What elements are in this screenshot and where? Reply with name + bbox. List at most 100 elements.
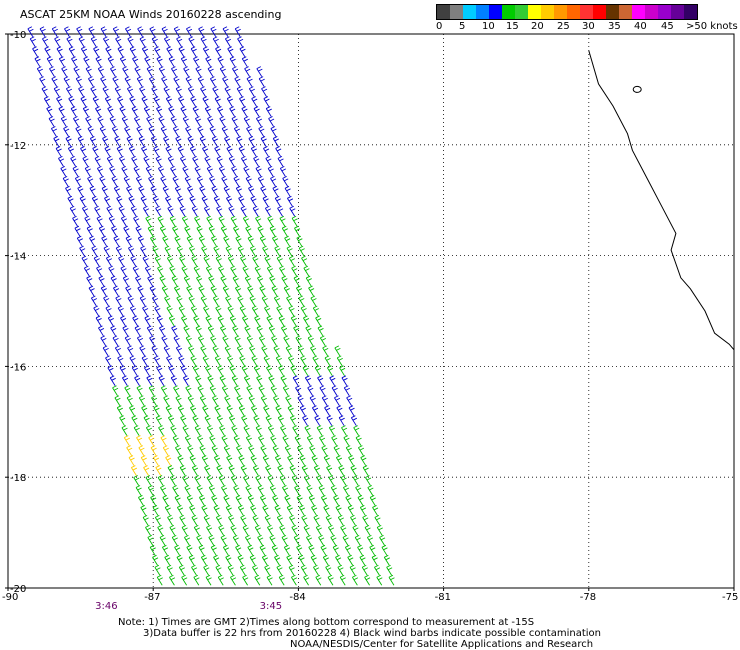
- wind-barb: [94, 205, 101, 217]
- wind-barb: [140, 455, 147, 466]
- wind-barb: [147, 275, 154, 287]
- wind-barb: [156, 574, 163, 586]
- wind-barb: [95, 315, 102, 327]
- wind-barb: [134, 66, 141, 77]
- wind-barb: [281, 225, 288, 237]
- wind-barb: [266, 574, 273, 586]
- wind-barb: [255, 165, 262, 177]
- wind-barb: [245, 175, 252, 187]
- wind-barb: [237, 295, 244, 307]
- wind-barb: [221, 175, 228, 187]
- wind-barb: [288, 355, 295, 367]
- wind-barb: [197, 385, 204, 397]
- wind-barb: [142, 205, 150, 217]
- wind-barb: [235, 544, 242, 556]
- wind-barb: [245, 435, 252, 446]
- wind-barb: [131, 106, 138, 117]
- wind-barb: [175, 86, 182, 97]
- wind-barb: [330, 485, 337, 496]
- wind-barb: [176, 245, 183, 257]
- wind-barb: [150, 235, 157, 247]
- wind-barb: [115, 295, 122, 307]
- wind-barb: [156, 365, 163, 377]
- wind-barb: [249, 295, 256, 307]
- wind-barb: [80, 96, 87, 107]
- wind-barb: [252, 465, 260, 476]
- wind-barb: [196, 485, 203, 496]
- wind-barb: [355, 485, 362, 496]
- wind-barb: [142, 305, 149, 317]
- wind-barb: [227, 355, 234, 367]
- wind-barb: [205, 56, 212, 67]
- wind-barb: [261, 554, 268, 566]
- wind-barb: [328, 475, 335, 486]
- wind-barb: [176, 295, 183, 307]
- wind-barb: [228, 156, 235, 167]
- coastline-layer: [588, 50, 735, 351]
- wind-barb: [298, 245, 305, 257]
- wind-barb: [154, 564, 161, 576]
- wind-barb: [149, 335, 156, 347]
- note-line-3: NOAA/NESDIS/Center for Satellite Applica…: [290, 639, 594, 650]
- wind-barb: [315, 315, 322, 327]
- wind-barb: [62, 175, 69, 187]
- wind-barb: [310, 345, 317, 357]
- wind-barb: [155, 465, 162, 476]
- wind-barb: [301, 255, 308, 267]
- wind-barb: [162, 495, 169, 506]
- wind-barb: [199, 395, 206, 406]
- wind-barb: [158, 66, 165, 77]
- wind-barb: [105, 305, 112, 317]
- wind-barb: [222, 285, 229, 297]
- wind-barb: [253, 106, 260, 117]
- wind-barb: [253, 415, 260, 426]
- wind-barb: [188, 295, 195, 307]
- wind-barb: [249, 554, 256, 566]
- wind-barb: [274, 505, 281, 516]
- colorbar-segment-1: [450, 5, 463, 19]
- lon-tick-label: -87: [144, 592, 160, 603]
- wind-barb: [253, 156, 260, 167]
- wind-barb: [246, 335, 253, 347]
- wind-barb: [300, 305, 307, 317]
- wind-barb: [163, 345, 170, 357]
- wind-barb: [289, 205, 296, 217]
- wind-barb: [268, 116, 275, 127]
- wind-barb: [163, 136, 170, 147]
- wind-barb: [263, 146, 270, 157]
- wind-barb: [191, 514, 198, 526]
- wind-barb: [165, 195, 172, 207]
- wind-barb: [191, 255, 198, 267]
- wind-barb: [210, 544, 217, 556]
- wind-barb: [145, 475, 152, 486]
- wind-barb: [247, 495, 254, 506]
- wind-barb: [103, 245, 110, 257]
- wind-barb: [34, 56, 41, 67]
- wind-barb: [174, 544, 181, 556]
- wind-barb: [156, 56, 163, 67]
- wind-barb: [156, 315, 163, 327]
- wind-barb: [267, 215, 274, 227]
- wind-barb: [248, 136, 255, 147]
- wind-barb: [111, 126, 119, 137]
- wind-barb: [215, 564, 222, 576]
- wind-barb: [270, 126, 277, 137]
- wind-barb: [32, 46, 39, 57]
- wind-barb: [206, 475, 213, 486]
- wind-barb: [271, 544, 278, 556]
- lon-tick-label: -84: [289, 592, 305, 603]
- colorbar-label: 0: [436, 21, 443, 32]
- colorbar-segment-16: [645, 5, 658, 19]
- wind-barb: [129, 405, 136, 416]
- wind-barb: [93, 46, 100, 57]
- wind-barb: [272, 235, 279, 247]
- wind-barb: [103, 295, 110, 307]
- wind-barb: [144, 265, 151, 277]
- wind-barb: [144, 365, 151, 377]
- wind-barb: [235, 185, 242, 197]
- wind-barb: [265, 156, 272, 167]
- wind-barb: [291, 215, 298, 227]
- wind-barb: [223, 185, 230, 197]
- wind-barb: [159, 225, 166, 237]
